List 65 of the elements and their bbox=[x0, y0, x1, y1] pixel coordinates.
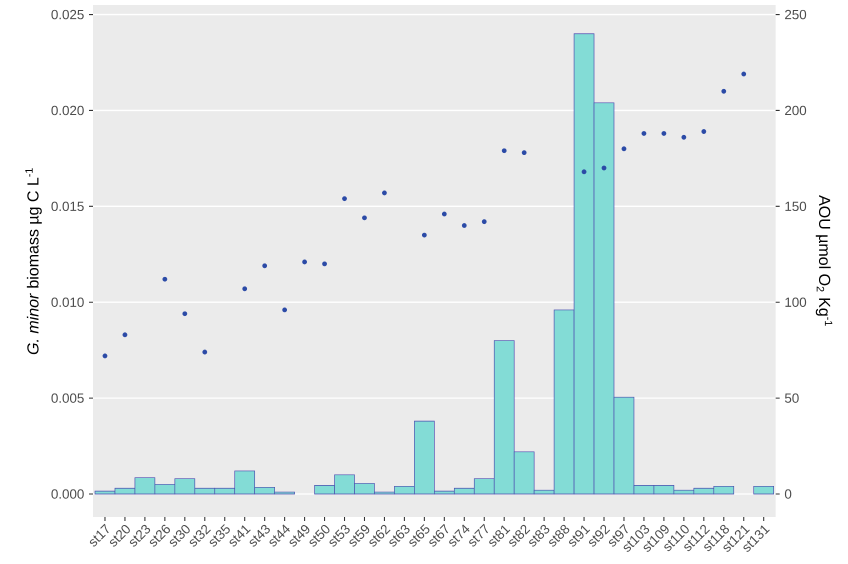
x-tick-label: st59 bbox=[349, 525, 370, 547]
y-tick-label: 0.020 bbox=[51, 106, 84, 116]
point bbox=[622, 146, 626, 152]
x-tick-label: st53 bbox=[330, 524, 350, 547]
point bbox=[661, 131, 666, 136]
x-tick-label: st82 bbox=[509, 524, 530, 547]
point bbox=[741, 72, 746, 76]
x-tick-label: st20 bbox=[110, 524, 130, 547]
point bbox=[362, 215, 367, 220]
point bbox=[422, 232, 427, 238]
x-tick-label: st88 bbox=[549, 524, 570, 547]
y-tick-label: 0.015 bbox=[51, 202, 84, 212]
point bbox=[462, 223, 467, 228]
x-tick-label: st30 bbox=[170, 524, 190, 547]
point bbox=[122, 332, 128, 338]
y2-tick-label: 100 bbox=[785, 298, 806, 307]
point bbox=[442, 212, 447, 216]
point bbox=[382, 190, 387, 196]
point bbox=[482, 219, 487, 224]
x-tick-label: st91 bbox=[569, 525, 590, 547]
x-tick-label: st41 bbox=[230, 525, 251, 546]
x-tick-label: st74 bbox=[449, 524, 470, 546]
x-tick-label: st62 bbox=[369, 524, 391, 547]
point bbox=[602, 166, 606, 170]
point bbox=[681, 134, 686, 140]
point bbox=[522, 150, 527, 156]
x-tick-label: st63 bbox=[389, 524, 410, 547]
point bbox=[642, 131, 646, 136]
x-tick-label: st32 bbox=[190, 524, 211, 547]
y2-axis-title: AOU µmol O$_{2}$ Kg$^{-1}$ bbox=[816, 195, 832, 326]
point bbox=[721, 88, 726, 94]
point bbox=[262, 263, 268, 268]
point bbox=[302, 260, 307, 264]
x-tick-label: st43 bbox=[250, 524, 270, 547]
x-tick-label: st50 bbox=[310, 524, 330, 547]
x-tick-label: st26 bbox=[150, 524, 170, 547]
y2-tick-label: 150 bbox=[785, 202, 806, 212]
y-tick-label: 0.000 bbox=[51, 489, 84, 499]
x-tick-label: st49 bbox=[290, 525, 310, 547]
x-tick-label: st83 bbox=[529, 524, 550, 547]
point bbox=[701, 129, 706, 134]
y-tick-label: 0.010 bbox=[51, 298, 84, 307]
y-tick-label: 0.005 bbox=[51, 393, 84, 403]
point bbox=[322, 261, 327, 266]
y-tick-label: 0.025 bbox=[51, 10, 84, 20]
point bbox=[182, 311, 188, 316]
point bbox=[282, 307, 288, 312]
point bbox=[342, 196, 347, 202]
point bbox=[102, 354, 108, 358]
point bbox=[242, 286, 248, 292]
x-tick-label: st92 bbox=[589, 524, 610, 547]
point bbox=[502, 148, 507, 154]
y2-tick-label: 0 bbox=[784, 489, 792, 499]
x-tick-label: st81 bbox=[489, 525, 510, 547]
x-tick-label: st23 bbox=[130, 524, 150, 547]
y2-tick-label: 50 bbox=[784, 393, 799, 403]
point bbox=[202, 350, 208, 354]
x-tick-label: st44 bbox=[270, 524, 290, 546]
y2-tick-label: 250 bbox=[785, 10, 806, 20]
point bbox=[582, 169, 586, 174]
x-tick-label: st17 bbox=[90, 524, 109, 546]
point bbox=[162, 276, 168, 282]
y2-tick-label: 200 bbox=[785, 106, 806, 116]
y-axis-title: G. minor biomass µg C L$^{-1}$ bbox=[25, 168, 42, 354]
bar bbox=[753, 486, 774, 494]
